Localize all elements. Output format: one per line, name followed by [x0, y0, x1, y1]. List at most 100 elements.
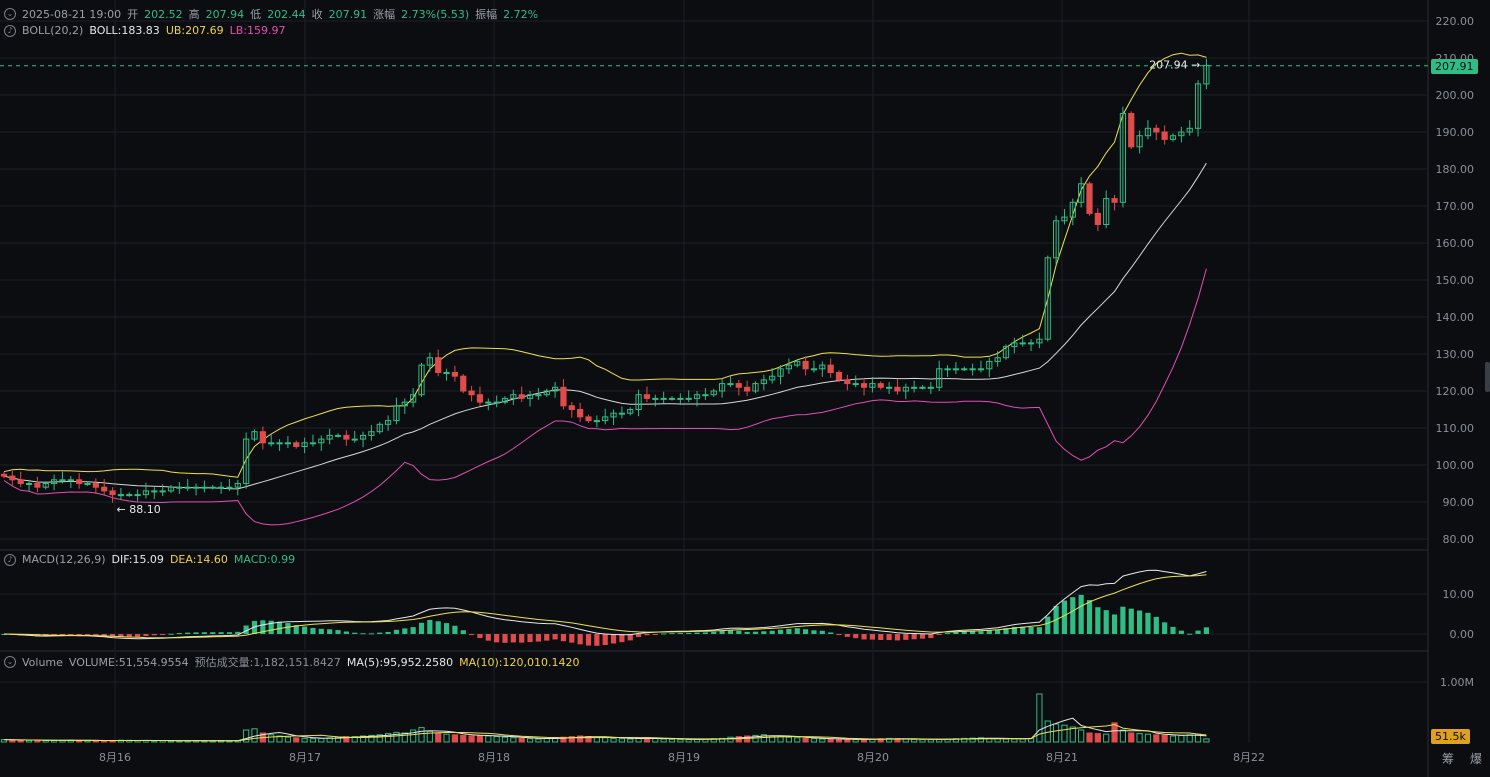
low-label: 低: [250, 8, 262, 21]
candle-body: [1086, 183, 1093, 214]
volume-bar: [1053, 723, 1060, 743]
macd-bar: [1187, 633, 1193, 635]
candle-body: [602, 416, 609, 422]
estimated-volume: 预估成交量:1,182,151.8427: [194, 656, 341, 669]
collapse-icon[interactable]: ⌄: [4, 656, 16, 668]
volume-label[interactable]: Volume: [22, 655, 63, 669]
volume-bar: [460, 734, 467, 743]
volume-bar: [1078, 729, 1085, 743]
macd-bar: [59, 634, 66, 635]
panel-drag-handle[interactable]: [1485, 362, 1490, 392]
volume-bar: [660, 738, 667, 743]
macd-bar: [686, 632, 692, 634]
volume-bar: [1061, 724, 1068, 743]
macd-bar: [769, 630, 775, 634]
candle-body: [668, 397, 676, 400]
bell-icon[interactable]: ♪: [4, 553, 16, 566]
volume-bar: [443, 733, 450, 743]
macd-bar: [402, 628, 408, 634]
macd-bar: [602, 634, 608, 646]
x-tick-label: 8月16: [99, 751, 131, 764]
volume-bar: [42, 740, 49, 743]
candle-body: [34, 483, 41, 488]
macd-bar: [627, 634, 633, 641]
macd-bar: [610, 634, 617, 644]
y-tick-label: 150.00: [1436, 274, 1475, 287]
macd-bar: [1036, 627, 1042, 634]
macd-bar: [118, 634, 124, 638]
macd-bar: [569, 634, 575, 643]
macd-bar: [243, 625, 249, 634]
volume-bar: [668, 738, 676, 743]
volume-bar: [1036, 693, 1043, 743]
boll-ub-value: UB:207.69: [165, 24, 224, 37]
candle-body: [869, 383, 876, 388]
candle-body: [276, 442, 283, 445]
candle-body: [919, 386, 926, 389]
candle-body: [268, 442, 275, 445]
candle-body: [643, 394, 651, 399]
volume-ma10: MA(10):120,010.1420: [459, 655, 580, 669]
x-tick-label: 8月22: [1233, 751, 1265, 764]
macd-bar: [861, 634, 867, 640]
candle-body: [259, 431, 266, 444]
y-tick-label: 190.00: [1436, 126, 1475, 139]
candle-body: [535, 394, 542, 397]
volume-bar: [309, 738, 317, 743]
volume-bar: [602, 737, 609, 743]
candle-body: [1094, 212, 1101, 225]
candle-body: [693, 394, 701, 399]
candle-body: [952, 368, 959, 371]
volume-value: VOLUME:51,554.9554: [68, 655, 189, 669]
bell-icon[interactable]: ♪: [4, 24, 16, 37]
candle-body: [1036, 338, 1043, 344]
candle-body: [0, 473, 8, 477]
candle-body: [176, 486, 183, 489]
candle-body: [284, 442, 291, 445]
candle-body: [710, 390, 717, 396]
macd-bar: [928, 634, 934, 639]
candle-body: [1069, 201, 1076, 218]
volume-bar: [677, 739, 684, 743]
burst-button[interactable]: 爆: [1470, 752, 1483, 766]
macd-bar: [970, 631, 976, 634]
candle-body: [226, 486, 233, 489]
macd-bar: [1020, 626, 1026, 634]
macd-bar: [1153, 616, 1159, 634]
volume-bar: [1136, 733, 1143, 743]
candle-body: [234, 483, 241, 488]
candle-body: [410, 394, 417, 403]
candle-body: [334, 434, 342, 437]
candle-body: [1161, 131, 1168, 140]
volume-bar: [301, 737, 308, 743]
macd-bar: [293, 625, 299, 634]
candle-body: [17, 479, 24, 484]
macd-bar: [777, 629, 784, 634]
volume-bar: [610, 737, 617, 743]
macd-bar: [226, 632, 233, 634]
candle-body: [785, 364, 792, 370]
candle-body: [293, 442, 300, 447]
chip-button[interactable]: 筹: [1442, 752, 1455, 766]
macd-bar: [251, 620, 258, 634]
candle-body: [243, 438, 250, 485]
macd-bar: [995, 629, 1001, 634]
macd-bar: [919, 634, 926, 639]
macd-bar: [577, 634, 583, 645]
macd-bar: [393, 629, 400, 634]
candle-body: [1053, 220, 1060, 259]
collapse-icon[interactable]: ⌄: [4, 8, 16, 20]
candle-body: [526, 394, 534, 399]
candle-body: [827, 364, 834, 374]
candle-body: [977, 368, 985, 371]
x-tick-label: 8月17: [289, 751, 321, 764]
candle-body: [810, 368, 818, 371]
macd-bar: [377, 632, 383, 634]
volume-bar: [785, 736, 792, 743]
volume-bar: [961, 737, 968, 743]
candle-body: [944, 368, 951, 371]
boll-label[interactable]: BOLL(20,2): [22, 24, 84, 37]
macd-label[interactable]: MACD(12,26,9): [22, 553, 106, 566]
volume-bar: [535, 738, 542, 743]
